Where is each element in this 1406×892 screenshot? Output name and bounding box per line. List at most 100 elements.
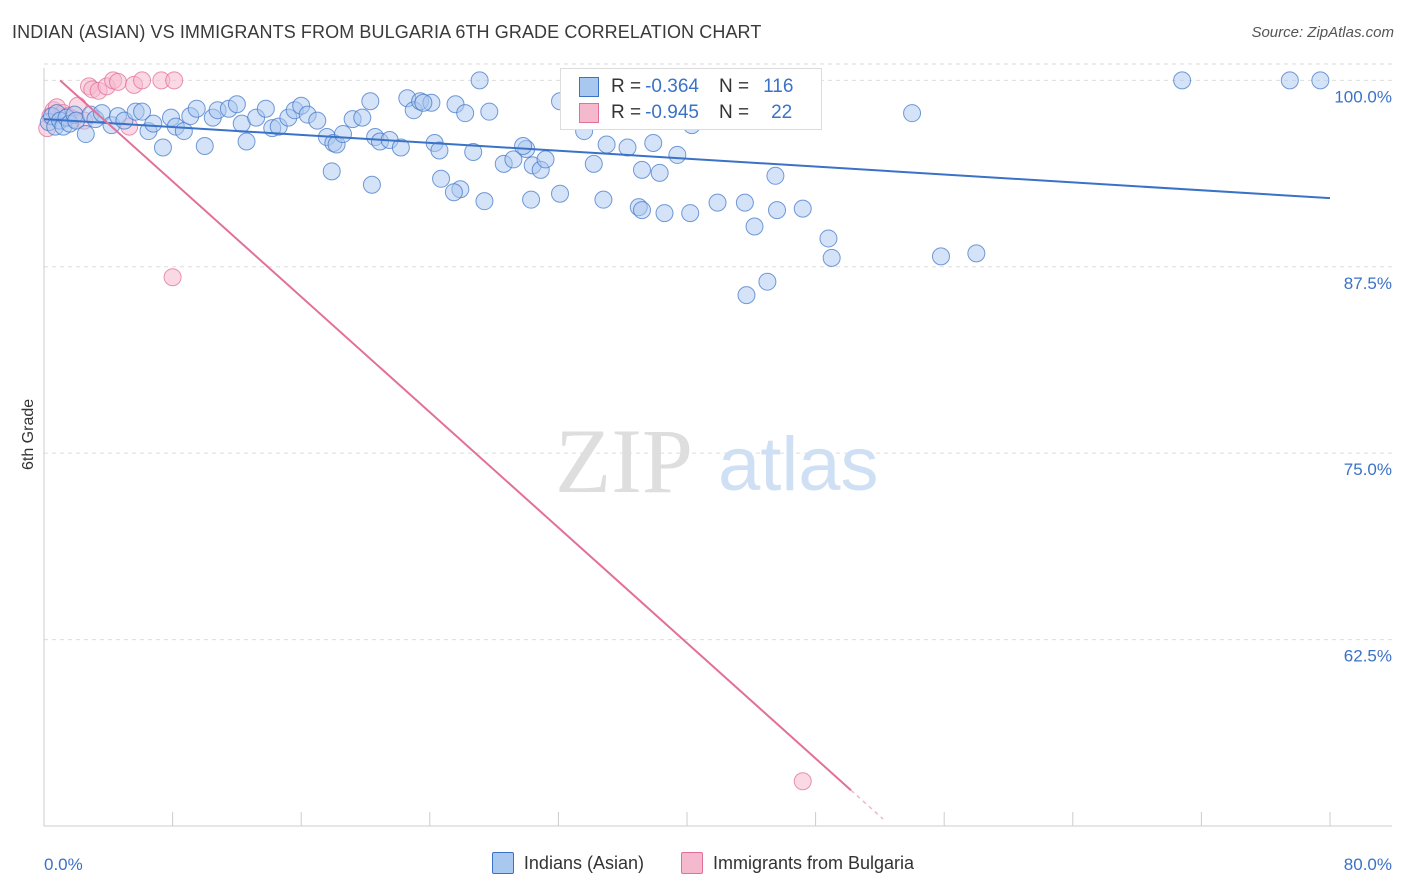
blue-point <box>475 192 494 211</box>
blue-point <box>584 154 603 173</box>
legend-item-bulgaria[interactable]: Immigrants from Bulgaria <box>681 852 914 874</box>
blue-trend-line <box>43 118 1331 200</box>
blue-point <box>187 99 206 118</box>
blue-point <box>644 134 663 153</box>
blue-point <box>432 169 451 188</box>
blue-point <box>819 229 838 248</box>
axes <box>43 68 1392 827</box>
stats-blue-n-label: N = <box>718 76 750 97</box>
y-tick-label: 75.0% <box>1344 460 1392 479</box>
pink-point <box>793 772 812 791</box>
watermark-zip: ZIP <box>555 410 693 512</box>
blue-point <box>237 132 256 151</box>
blue-point <box>536 150 555 169</box>
blue-point <box>362 175 381 194</box>
stats-swatch-pink <box>579 103 599 123</box>
x-tick-label: 80.0% <box>1344 855 1392 874</box>
blue-point <box>708 193 727 212</box>
blue-point <box>632 160 651 179</box>
blue-point <box>76 125 95 144</box>
blue-point <box>414 93 433 112</box>
blue-point <box>793 199 812 218</box>
legend-swatch-pink <box>681 852 703 874</box>
legend: Indians (Asian) Immigrants from Bulgaria <box>0 852 1406 879</box>
blue-point <box>444 183 463 202</box>
blue-point <box>361 92 380 111</box>
legend-item-indians[interactable]: Indians (Asian) <box>491 852 644 874</box>
blue-point <box>655 204 674 223</box>
tick-labels: 100.0% 87.5% 75.0% 62.5% 0.0% 80.0% <box>44 87 1392 874</box>
blue-point <box>456 104 475 123</box>
legend-swatch-blue <box>491 852 514 874</box>
blue-point <box>522 190 541 209</box>
blue-point <box>333 125 352 144</box>
blue-point <box>144 114 163 133</box>
pink-point <box>163 268 182 287</box>
legend-label-bulgaria: Immigrants from Bulgaria <box>713 852 915 873</box>
trend-lines <box>43 79 1331 820</box>
blue-point <box>766 166 785 185</box>
stats-blue-r-label: R = <box>611 76 642 97</box>
stats-row-blue: R = -0.364 N = 116 <box>579 75 793 99</box>
y-tick-label: 100.0% <box>1334 87 1392 106</box>
pink-point <box>133 71 152 90</box>
blue-point <box>470 71 489 90</box>
stats-pink-n-label: N = <box>718 102 750 123</box>
blue-point <box>227 95 246 114</box>
source-label: Source: ZipAtlas.com <box>1251 24 1394 41</box>
stats-box: R = -0.364 N = 116 R = -0.945 N = 22 <box>560 68 822 130</box>
stats-pink-r-label: R = <box>611 102 642 123</box>
y-axis-title: 6th Grade <box>20 398 37 470</box>
blue-point <box>308 111 327 130</box>
blue-point <box>153 138 172 157</box>
blue-point <box>1173 71 1192 90</box>
blue-point <box>1311 71 1330 90</box>
blue-point <box>737 286 756 305</box>
legend-label-indians: Indians (Asian) <box>523 852 644 873</box>
blue-point <box>967 244 986 263</box>
blue-point <box>768 201 787 220</box>
pink-trend-line <box>59 79 852 791</box>
pink-trend-extension <box>850 789 884 820</box>
blue-point <box>322 162 341 181</box>
y-tick-label: 62.5% <box>1344 647 1392 666</box>
blue-point <box>504 150 523 169</box>
blue-point <box>650 163 669 182</box>
y-tick-label: 87.5% <box>1344 274 1392 293</box>
blue-point <box>681 204 700 223</box>
blue-point <box>391 138 410 157</box>
blue-point <box>256 99 275 118</box>
blue-points <box>39 71 1330 305</box>
chart-title: INDIAN (ASIAN) VS IMMIGRANTS FROM BULGAR… <box>12 22 762 42</box>
blue-point <box>464 142 483 161</box>
blue-point <box>735 193 754 212</box>
blue-point <box>931 247 950 266</box>
blue-point <box>430 141 449 160</box>
stats-swatch-blue <box>579 77 599 97</box>
blue-point <box>618 138 637 157</box>
blue-point <box>903 104 922 123</box>
blue-point <box>632 201 651 220</box>
stats-pink-r-value: -0.945 <box>645 102 699 123</box>
pink-point <box>108 72 127 91</box>
blue-point <box>745 217 764 236</box>
blue-point <box>353 108 372 127</box>
blue-point <box>551 184 570 203</box>
blue-point <box>195 136 214 155</box>
blue-point <box>758 272 777 291</box>
blue-point <box>133 102 152 121</box>
watermark-atlas: atlas <box>718 422 879 507</box>
pink-points <box>38 71 812 791</box>
stats-blue-n-value: 116 <box>763 76 794 97</box>
stats-row-pink: R = -0.945 N = 22 <box>579 101 792 125</box>
stats-blue-r-value: -0.364 <box>645 76 699 97</box>
blue-point <box>822 248 841 267</box>
stats-pink-n-value: 22 <box>771 102 793 123</box>
blue-point <box>668 145 687 164</box>
blue-point <box>597 135 616 154</box>
blue-point <box>480 102 499 121</box>
blue-point <box>594 190 613 209</box>
x-tick-label: 0.0% <box>44 855 83 874</box>
blue-point <box>514 136 533 155</box>
